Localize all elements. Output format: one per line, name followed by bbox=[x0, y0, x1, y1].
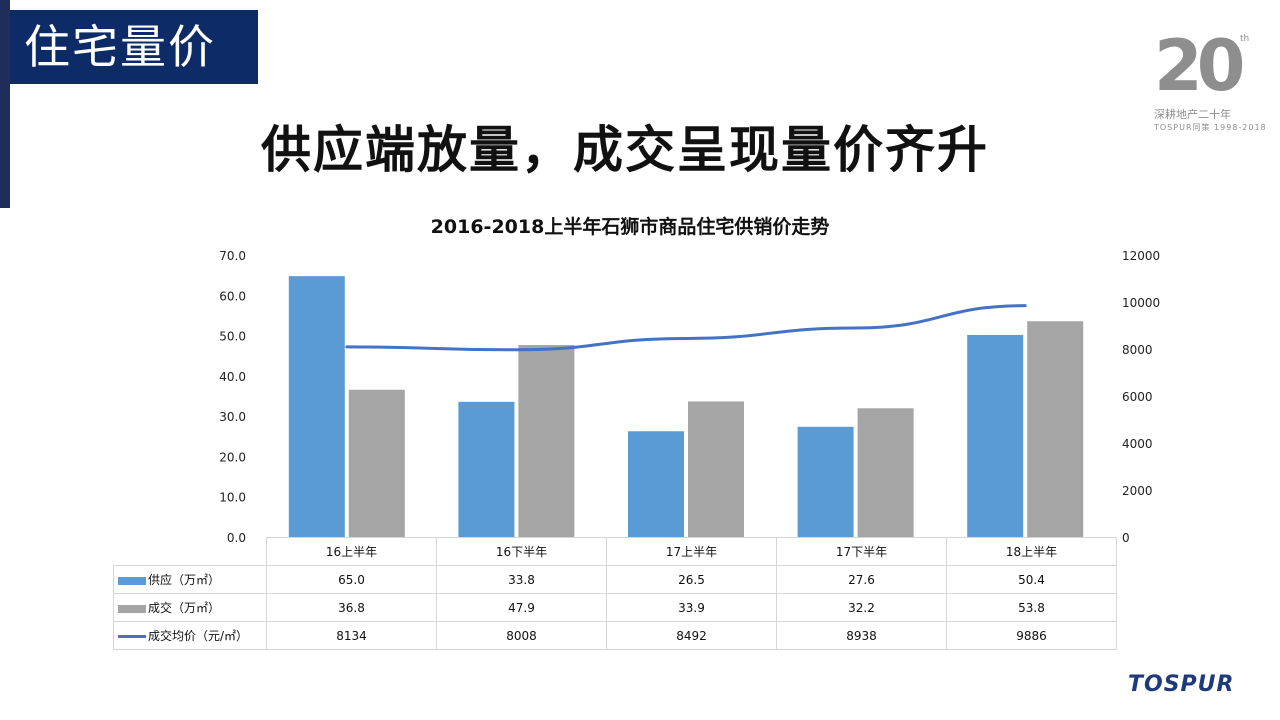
table-row-supply: 供应（万㎡） 65.0 33.8 26.5 27.6 50.4 bbox=[113, 565, 1117, 594]
table-cell: 8492 bbox=[606, 621, 777, 650]
deal-bar bbox=[688, 401, 744, 538]
price-line bbox=[345, 304, 1027, 352]
supply-bar bbox=[458, 401, 515, 538]
table-cell: 8134 bbox=[266, 621, 437, 650]
tospur-logo: TOSPUR bbox=[1128, 672, 1235, 697]
legend-supply: 供应（万㎡） bbox=[113, 565, 267, 594]
deal-bar bbox=[348, 389, 405, 538]
table-cell: 9886 bbox=[946, 621, 1117, 650]
chart-data-table: 16上半年 16下半年 17上半年 17下半年 18上半年 供应（万㎡） 65.… bbox=[113, 537, 1117, 650]
supply-swatch bbox=[118, 576, 146, 585]
logo-number: 20 bbox=[1154, 25, 1245, 107]
legend-price-label: 成交均价（元/㎡） bbox=[148, 629, 249, 643]
table-cell: 8938 bbox=[776, 621, 947, 650]
chart-title: 2016-2018上半年石狮市商品住宅供销价走势 bbox=[430, 216, 830, 238]
table-category-header: 16下半年 bbox=[436, 537, 607, 566]
supply-bar bbox=[628, 431, 684, 538]
supply-bar bbox=[967, 334, 1024, 538]
table-cell: 53.8 bbox=[946, 593, 1117, 622]
table-cell: 8008 bbox=[436, 621, 607, 650]
supply-bar bbox=[288, 276, 345, 538]
table-row-price: 成交均价（元/㎡） 8134 8008 8492 8938 9886 bbox=[113, 621, 1117, 650]
table-row-deal: 成交（万㎡） 36.8 47.9 33.9 32.2 53.8 bbox=[113, 593, 1117, 622]
legend-price: 成交均价（元/㎡） bbox=[113, 621, 267, 650]
legend-deal-label: 成交（万㎡） bbox=[148, 601, 221, 615]
anniversary-logo: 20 th 深耕地产二十年 TOSPUR同策 1998-2018 bbox=[1150, 25, 1266, 138]
y-axis-tick-label: 70.0 bbox=[219, 249, 246, 263]
table-cell: 32.2 bbox=[776, 593, 947, 622]
logo-slogan: 深耕地产二十年 bbox=[1154, 108, 1231, 121]
y-axis-tick-label: 10.0 bbox=[219, 491, 246, 505]
y-axis-tick-label: 40.0 bbox=[219, 370, 246, 384]
table-cell: 50.4 bbox=[946, 565, 1117, 594]
y2-axis-tick-label: 8000 bbox=[1122, 343, 1153, 357]
table-category-header: 16上半年 bbox=[266, 537, 437, 566]
legend-supply-label: 供应（万㎡） bbox=[148, 573, 221, 587]
corner-accent-bar bbox=[0, 0, 10, 208]
price-swatch bbox=[118, 635, 146, 638]
table-cell: 27.6 bbox=[776, 565, 947, 594]
table-cell: 65.0 bbox=[266, 565, 437, 594]
table-cell: 26.5 bbox=[606, 565, 777, 594]
table-category-header: 17上半年 bbox=[606, 537, 777, 566]
table-category-header: 17下半年 bbox=[776, 537, 947, 566]
table-cell: 36.8 bbox=[266, 593, 437, 622]
y2-axis-tick-label: 0 bbox=[1122, 531, 1130, 545]
table-cell: 33.8 bbox=[436, 565, 607, 594]
y2-axis-tick-label: 12000 bbox=[1122, 249, 1160, 263]
deal-bar bbox=[857, 408, 914, 538]
table-corner-cell bbox=[113, 537, 267, 566]
deal-bar bbox=[1027, 321, 1084, 538]
section-tag: 住宅量价 bbox=[10, 10, 258, 84]
y2-axis-tick-label: 2000 bbox=[1122, 484, 1153, 498]
logo-brandline: TOSPUR同策 1998-2018 bbox=[1154, 123, 1267, 132]
deal-bar bbox=[518, 345, 575, 538]
y-axis-tick-label: 30.0 bbox=[219, 410, 246, 424]
y2-axis-tick-label: 6000 bbox=[1122, 390, 1153, 404]
deal-swatch bbox=[118, 604, 146, 613]
table-cell: 47.9 bbox=[436, 593, 607, 622]
legend-deal: 成交（万㎡） bbox=[113, 593, 267, 622]
y2-axis-tick-label: 10000 bbox=[1122, 296, 1160, 310]
y-axis-tick-label: 50.0 bbox=[219, 330, 246, 344]
y2-axis-tick-label: 4000 bbox=[1122, 437, 1153, 451]
y-axis-tick-label: 60.0 bbox=[219, 289, 246, 303]
supply-bar bbox=[797, 426, 854, 538]
table-header-row: 16上半年 16下半年 17上半年 17下半年 18上半年 bbox=[113, 537, 1117, 566]
y-axis-tick-label: 20.0 bbox=[219, 450, 246, 464]
logo-superscript: th bbox=[1240, 34, 1250, 44]
table-category-header: 18上半年 bbox=[946, 537, 1117, 566]
page-headline: 供应端放量，成交呈现量价齐升 bbox=[261, 121, 989, 179]
table-cell: 33.9 bbox=[606, 593, 777, 622]
